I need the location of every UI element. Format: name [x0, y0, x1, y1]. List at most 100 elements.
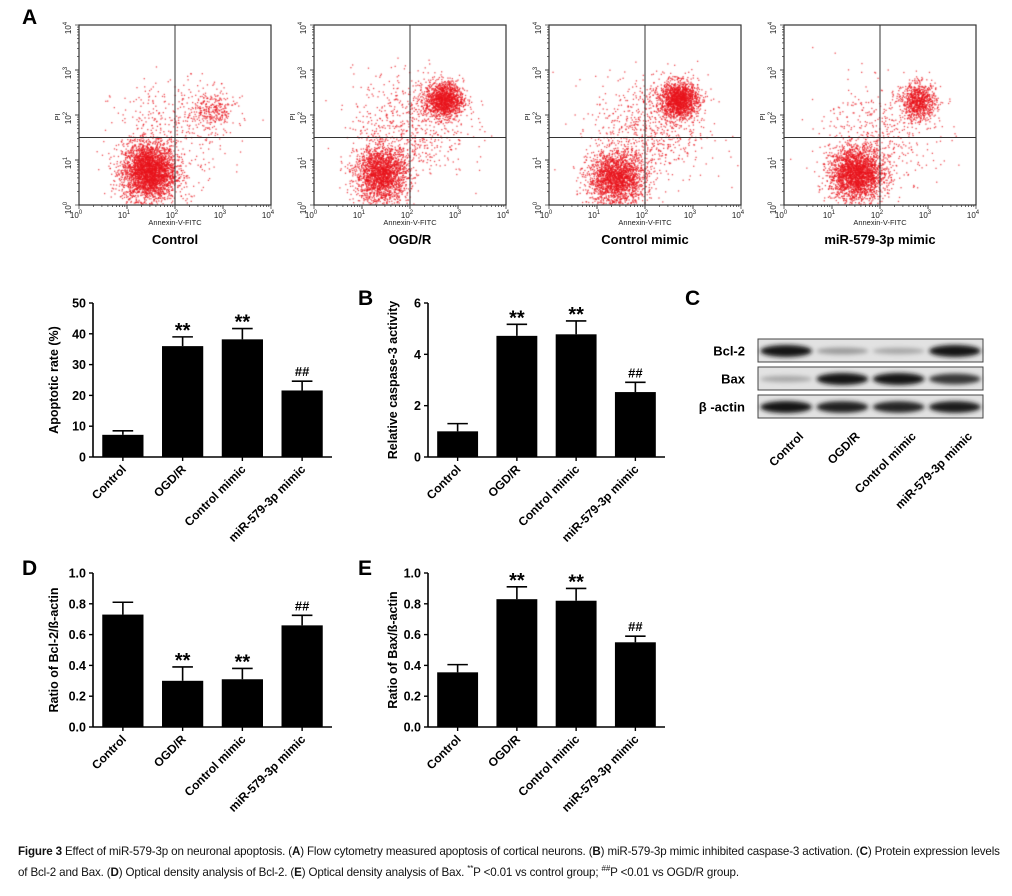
bar-3 [614, 642, 656, 727]
bar-3 [614, 392, 656, 457]
tick-exponent: 0 [298, 201, 304, 205]
x-tick-label: 104 [497, 210, 510, 220]
x-tick-label: 101 [823, 210, 836, 220]
blot-band [816, 347, 869, 355]
flow-plot-2: 100100101101102102103103104104Annexin-V-… [523, 21, 745, 247]
category-label: OGD/R [151, 462, 189, 500]
tick-base: 10 [299, 160, 308, 169]
x-tick-label: 100 [70, 210, 83, 220]
x-tick-label: 103 [919, 210, 932, 220]
caption-text: Effect of miR-579-3p on neuronal apoptos… [61, 845, 292, 858]
significance-marker: ## [628, 619, 643, 634]
y-tick-label: 10 [72, 420, 86, 434]
blot-band [929, 401, 981, 413]
tick-base: 10 [919, 211, 928, 220]
y-tick-label: 0.8 [69, 597, 86, 611]
y-tick-label: 100 [768, 201, 778, 214]
tick-base: 10 [534, 115, 543, 124]
bar-chart-apoptosis: 0 10 20 30 40 50 Apoptotic rate (%) Control ** OG… [47, 297, 332, 545]
tick-exponent: 3 [458, 210, 462, 216]
blot-band [872, 373, 925, 385]
y-tick-label: 6 [414, 297, 421, 311]
blot-row-label: Bcl-2 [713, 344, 745, 359]
x-tick-label: 102 [401, 210, 414, 220]
category-label: Control [89, 462, 129, 502]
y-tick-label: 103 [298, 66, 308, 79]
tick-base: 10 [64, 115, 73, 124]
tick-exponent: 4 [741, 210, 745, 216]
tick-exponent: 2 [880, 210, 884, 216]
caption-text: ) miR-579-3p mimic inhibited caspase-3 a… [600, 845, 860, 858]
y-tick-label: 102 [533, 111, 543, 124]
tick-exponent: 2 [298, 111, 304, 115]
y-tick-label: 0.6 [69, 628, 86, 642]
y-tick-label: 100 [533, 201, 543, 214]
tick-base: 10 [775, 211, 784, 220]
tick-base: 10 [497, 211, 506, 220]
tick-exponent: 4 [768, 21, 774, 25]
x-tick-label: 100 [540, 210, 553, 220]
y-tick-label: 0.6 [404, 628, 421, 642]
y-tick-label: 103 [63, 66, 73, 79]
tick-base: 10 [353, 211, 362, 220]
y-tick-label: 0.4 [69, 659, 86, 673]
y-tick-label: 2 [414, 399, 421, 413]
bar-1 [162, 680, 204, 727]
tick-base: 10 [262, 211, 271, 220]
tick-exponent: 4 [298, 21, 304, 25]
y-tick-label: 104 [63, 21, 73, 34]
tick-exponent: 3 [928, 210, 932, 216]
tick-exponent: 0 [314, 210, 318, 216]
blot-row-label: β -actin [699, 400, 745, 415]
y-tick-label: 0.8 [404, 597, 421, 611]
bar-1 [162, 346, 204, 457]
x-axis-label: Annexin-V-FITC [618, 218, 672, 227]
category-label: OGD/R [485, 462, 523, 500]
y-tick-label: 100 [298, 201, 308, 214]
tick-exponent: 1 [362, 210, 366, 216]
significance-marker: ## [295, 364, 310, 379]
blot-band [760, 401, 812, 413]
blot-band [929, 345, 981, 357]
bar-0 [437, 431, 479, 457]
x-tick-label: 103 [449, 210, 462, 220]
tick-base: 10 [769, 70, 778, 79]
category-label: OGD/R [485, 732, 523, 770]
y-tick-label: 0.0 [404, 721, 421, 735]
tick-exponent: 0 [79, 210, 83, 216]
flow-plot-title: OGD/R [389, 232, 432, 247]
caption-symbol: ## [601, 864, 611, 873]
tick-base: 10 [769, 25, 778, 34]
bar-2 [221, 339, 263, 457]
y-tick-label: 0.2 [69, 690, 86, 704]
tick-base: 10 [769, 205, 778, 214]
flow-plot-3: 100100101101102102103103104104Annexin-V-… [758, 21, 980, 247]
caption-ref: D [110, 865, 119, 879]
tick-base: 10 [823, 211, 832, 220]
tick-base: 10 [588, 211, 597, 220]
y-tick-label: 101 [768, 156, 778, 169]
tick-exponent: 1 [127, 210, 131, 216]
bar-0 [102, 434, 144, 457]
significance-marker: ** [175, 320, 191, 342]
y-tick-label: 0.4 [404, 659, 421, 673]
y-tick-label: 103 [768, 66, 778, 79]
x-tick-label: 103 [214, 210, 227, 220]
caption-text: P <0.01 vs OGD/R group. [610, 865, 739, 879]
blot-strip [757, 394, 984, 419]
tick-base: 10 [64, 70, 73, 79]
bar-chart-caspase: 0 2 4 6 Relative caspase-3 activity Control **… [386, 297, 665, 545]
significance-marker: ** [568, 571, 584, 593]
bar-0 [437, 672, 479, 727]
y-tick-label: 1.0 [69, 567, 86, 581]
y-axis-label: PI [288, 113, 297, 120]
tick-base: 10 [214, 211, 223, 220]
bar-1 [496, 335, 538, 457]
bar-3 [281, 390, 323, 457]
category-label: Control mimic [182, 732, 249, 799]
y-tick-label: 0 [79, 451, 86, 465]
tick-exponent: 1 [768, 156, 774, 160]
x-tick-label: 101 [118, 210, 131, 220]
x-tick-label: 101 [588, 210, 601, 220]
